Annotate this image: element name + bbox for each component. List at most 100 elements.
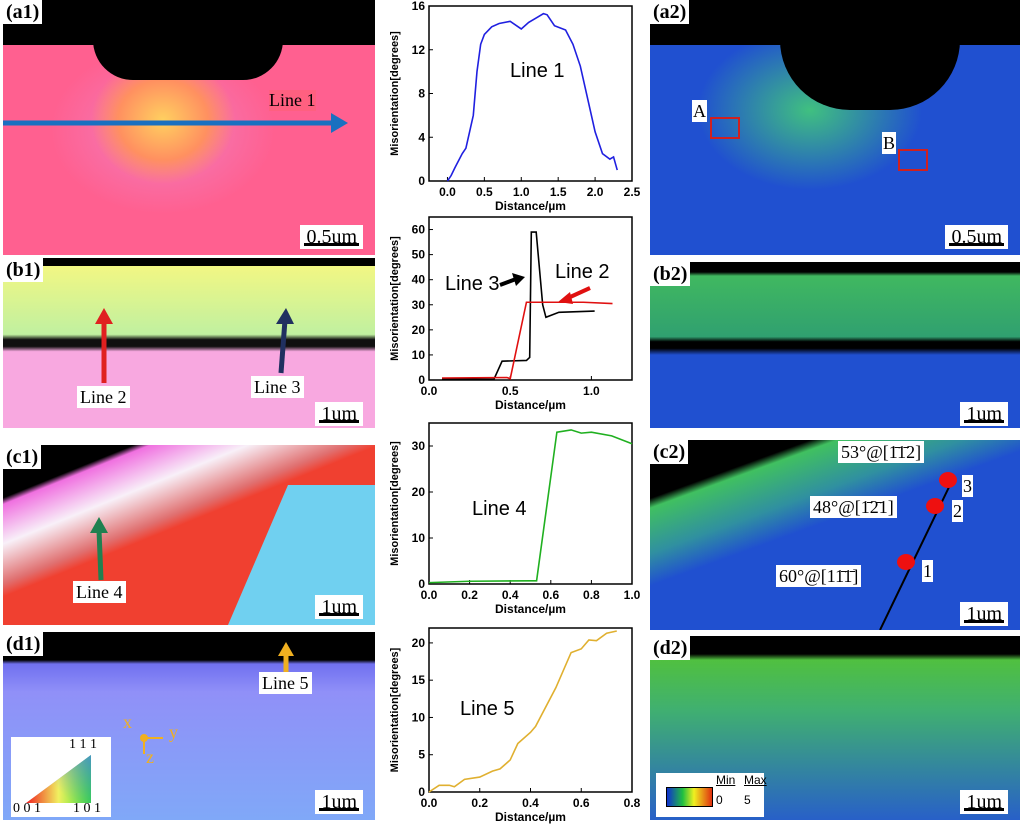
point-3-marker [939,472,957,488]
scale-bar-d1: 1um [315,790,363,814]
panel-label-d1: (d1) [3,632,44,656]
line3-label: Line 3 [251,376,304,398]
point-1-marker [897,554,915,570]
line2-label: Line 2 [77,386,130,408]
scale-bar-c2: 1um [960,602,1008,626]
y-tick-label: 30 [412,298,426,312]
y-axis-label: Misorientation[degrees] [389,647,401,772]
line2-pointer-arrow [567,286,591,300]
annotation-line-1: Line 1 [510,60,565,82]
panel-label-d2: (d2) [650,636,691,660]
y-tick-label: 20 [412,485,426,499]
y-tick-label: 40 [412,273,426,287]
y-axis-label: Misorientation[degrees] [389,441,401,566]
y-tick-label: 10 [412,531,426,545]
y-tick-label: 8 [418,87,425,101]
y-tick-label: 12 [412,43,426,57]
x-tick-label: 1.0 [583,384,600,398]
chart-line1: 0.0 0.5 1.0 1.5 2.0 2.5 0 4 8 12 16 Distance/µm Miso… [389,0,641,213]
line4-arrow [90,517,108,533]
kam-legend: Min Max 0 5 [656,773,767,817]
x-axis-label: Distance/µm [495,398,566,412]
x-tick-label: 0.0 [421,588,438,602]
panel-label-c2: (c2) [650,440,689,464]
x-tick-label: 1.0 [513,185,530,199]
x-tick-label: 0.0 [421,384,438,398]
plot-frame [428,422,633,585]
point-2-label: 2 [952,500,963,522]
line3-pointer-arrow [499,277,517,287]
point-2-marker [926,498,944,514]
x-tick-label: 0.6 [542,588,559,602]
x-tick-label: 0.5 [476,185,493,199]
ipf-legend: 1 1 1 0 0 1 1 0 1 [11,737,111,817]
scale-bar-a2: 0.5um [945,225,1008,249]
line5-label: Line 5 [259,672,312,694]
legend-min-label: Min [716,773,736,787]
x-tick-label: 0.0 [439,185,456,199]
y-tick-label: 0 [418,174,425,188]
panel-label-a2: (a2) [650,0,690,24]
x-axis-label: Distance/µm [495,810,566,824]
x-tick-label: 0.0 [421,796,438,810]
annotation-line-3: Line 3 [445,273,500,295]
y-tick-label: 15 [412,673,426,687]
map-d2: (d2) Min Max 0 5 1um [650,636,1020,820]
axis-z-label: z [146,747,154,767]
colorbar [666,787,713,807]
y-tick-label: 4 [418,130,425,144]
annotation-point-3: 53°@[1̄1̄2] [838,441,925,463]
x-tick-label: 0.4 [522,796,539,810]
scale-bar-a1: 0.5um [300,225,363,249]
region-a-label: A [692,100,707,122]
y-tick-label: 10 [412,348,426,362]
legend-max-value: 5 [744,793,751,807]
map-a2: A B (a2) 0.5um [650,0,1020,255]
region-a-box [710,117,740,139]
x-tick-label: 0.2 [461,588,478,602]
x-tick-label: 1.5 [550,185,567,199]
panel-label-b1: (b1) [3,258,44,282]
x-axis-label: Distance/µm [495,602,566,616]
y-tick-label: 50 [412,248,426,262]
region-b-label: B [882,132,897,154]
scale-bar-b2: 1um [960,402,1008,426]
y-tick-label: 60 [412,223,426,237]
chart-line2-line3: 0.0 0.5 1.0 0 10 20 30 40 50 60 Distance/µm Misorie… [389,216,633,412]
annotation-line-2: Line 2 [555,261,610,283]
x-tick-label: 2.0 [587,185,604,199]
region-b-box [898,149,928,171]
map-c2: (c2) 60°@[11̄1̄] 48°@[1̄2̄1] 53°@[1̄1̄2]… [650,440,1020,630]
annotation-point-1: 60°@[11̄1̄] [776,565,862,587]
plot-frame [428,5,633,182]
x-tick-label: 0.8 [583,588,600,602]
chart-line4: 0.0 0.2 0.4 0.6 0.8 1.0 0 10 20 30 Distance/µm Miso… [389,422,641,616]
y-tick-label: 20 [412,323,426,337]
panel-label-c1: (c1) [3,445,42,469]
line1-arrowhead [331,113,348,133]
x-tick-label: 0.5 [502,384,519,398]
map-a1: (a1) Line 1 0.5um [3,0,375,255]
series-line-2 [441,301,613,380]
scale-bar-d2: 1um [960,790,1008,814]
y-tick-label: 20 [412,636,426,650]
map-c1: (c1) Line 4 1um [3,445,375,625]
y-tick-label: 0 [418,785,425,799]
map-d1: (d1) Line 5 x y z 1 1 1 0 0 1 1 0 1 1um [3,632,375,820]
annotation-point-2: 48°@[1̄2̄1] [810,496,897,518]
series-line-1 [446,12,619,182]
annotation-line-4: Line 4 [472,498,527,520]
scale-bar-c1: 1um [315,595,363,619]
x-tick-label: 0.6 [573,796,590,810]
y-tick-label: 30 [412,439,426,453]
chart-line5: 0.0 0.2 0.4 0.6 0.8 0 5 10 15 20 Distance/µm Misori… [389,627,641,824]
line5-arrow [278,642,294,656]
axis-x-label: x [123,712,132,732]
ipf-101: 1 0 1 [73,801,101,816]
line1-label: Line 1 [269,90,316,111]
axis-y-label: y [169,722,178,742]
x-tick-label: 0.8 [624,796,641,810]
scale-bar-b1: 1um [315,402,363,426]
y-tick-label: 5 [418,748,425,762]
